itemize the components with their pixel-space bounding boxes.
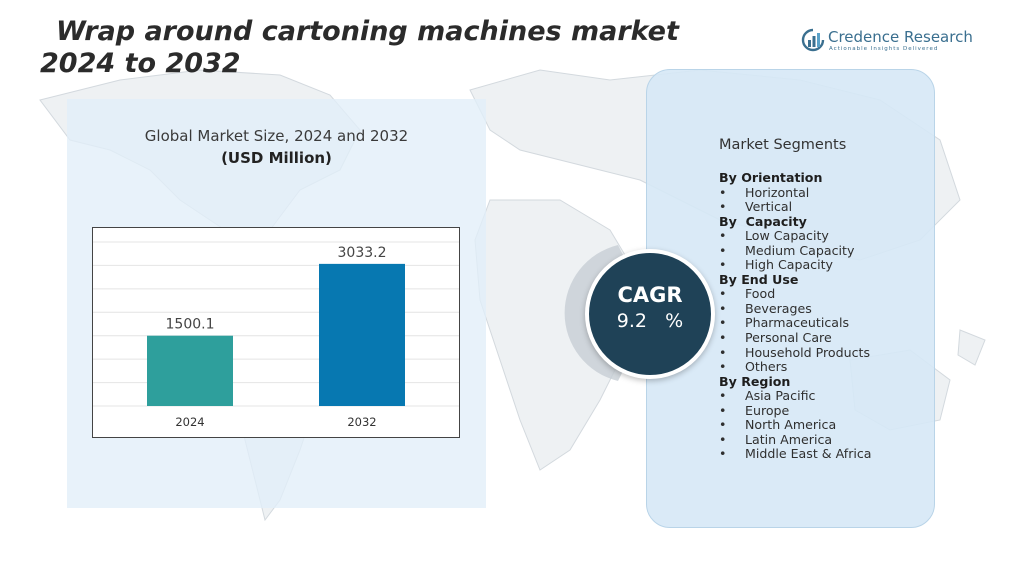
page-title: Wrap around cartoning machines market 20… [40,16,679,79]
segment-item: Medium Capacity [719,243,924,259]
segment-item: Others [719,360,924,375]
chart-panel-unit: (USD Million) [221,149,332,167]
segment-heading: By Region [719,373,791,389]
segment-item: Personal Care [719,330,924,346]
segment-item: Middle East & Africa [719,447,924,462]
chart-panel-title: Global Market Size, 2024 and 2032 [144,127,409,145]
segment-item: Horizontal [719,185,924,201]
cagr-circle: CAGR 9.2 % [585,249,715,379]
segment-heading: By Orientation [719,170,823,185]
segment-heading: By Capacity [719,213,807,229]
logo-tagline: Actionable Insights Delivered [829,46,939,52]
bar-chart: 1500.1 2024 3033.2 2032 [93,241,459,429]
cagr-label: CAGR [617,283,683,307]
bar-chart-frame: 1500.1 2024 3033.2 2032 [92,227,460,438]
segment-item: North America [719,418,924,433]
segment-item: Household Products [719,345,924,361]
segment-item: Low Capacity [719,229,924,244]
bar-chart-logo-icon [801,28,825,52]
segment-item: Latin America [719,432,924,448]
segment-heading: By End Use [719,271,799,287]
segment-item: Beverages [719,301,924,317]
cagr-badge: CAGR 9.2 % [556,233,716,393]
bar-2032 [319,263,405,406]
data-label-2032: 3033.2 [338,245,387,261]
x-tick-label-2024: 2024 [175,415,204,429]
segments-list: By OrientationHorizontalVerticalBy Capac… [719,170,924,462]
bar-2024 [147,335,233,406]
segment-item: Asia Pacific [719,389,924,404]
x-tick-label-2032: 2032 [347,415,376,429]
segment-item: Food [719,287,924,302]
segment-item: High Capacity [719,258,924,273]
data-label-2024: 1500.1 [166,317,215,333]
cagr-ring-decoration [564,245,626,381]
segment-item: Europe [719,403,924,419]
cagr-value: 9.2 % [616,310,684,332]
segments-title: Market Segments [719,137,847,153]
segment-item: Vertical [719,200,924,215]
credence-research-logo: Credence Research Actionable Insights De… [801,26,973,56]
segment-item: Pharmaceuticals [719,316,924,331]
logo-name: Credence Research [828,28,973,46]
